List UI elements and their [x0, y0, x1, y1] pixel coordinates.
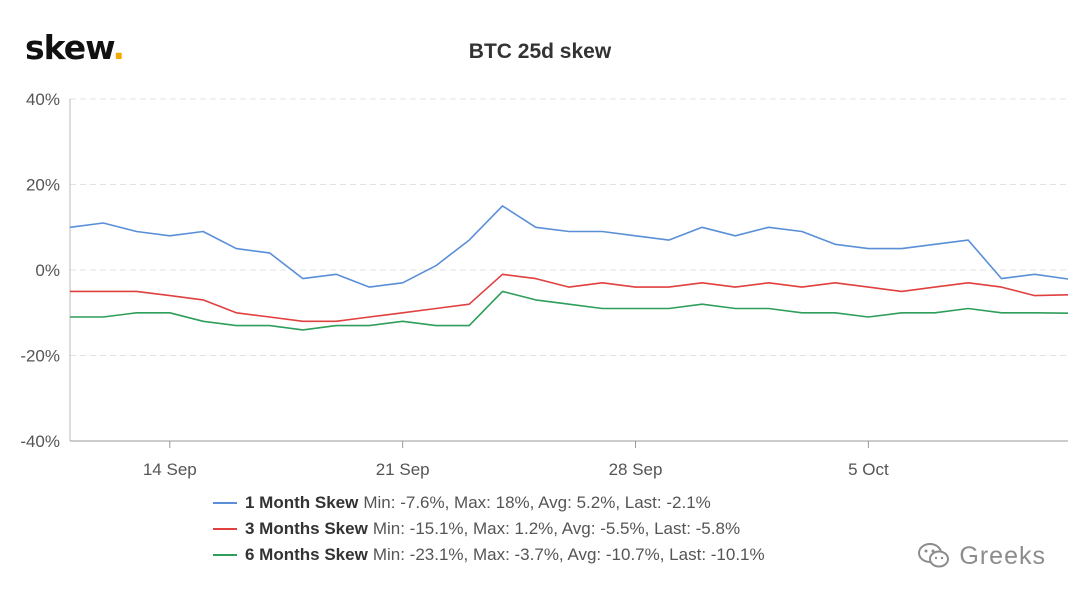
skew-logo: skew. — [25, 28, 125, 67]
y-tick-label: 40% — [26, 90, 60, 109]
y-tick-label: 20% — [26, 176, 60, 195]
watermark-text: Greeks — [959, 541, 1046, 570]
series-line-6-months-skew — [70, 290, 1069, 331]
chart-plot: 40% 20% 0% -20% -40% 14 Sep 21 Sep 28 Sep 5 Oct — [20, 90, 1069, 479]
x-tick-label: 21 Sep — [376, 460, 430, 479]
legend-swatch — [213, 528, 237, 530]
y-tick-label: -40% — [20, 432, 60, 451]
legend-series-stats: Min: -23.1%, Max: -3.7%, Avg: -10.7%, La… — [372, 545, 765, 564]
y-tick-label: 0% — [35, 261, 60, 280]
legend-series-stats: Min: -7.6%, Max: 18%, Avg: 5.2%, Last: -… — [363, 493, 711, 512]
brand-dot: . — [112, 28, 125, 67]
legend: 1 Month Skew Min: -7.6%, Max: 18%, Avg: 5… — [213, 490, 765, 568]
y-tick-label: -20% — [20, 347, 60, 366]
wechat-icon — [918, 543, 950, 568]
watermark: Greeks — [917, 541, 1046, 571]
legend-item[interactable]: 3 Months Skew Min: -15.1%, Max: 1.2%, Avg… — [213, 516, 765, 542]
legend-item[interactable]: 6 Months Skew Min: -23.1%, Max: -3.7%, Av… — [213, 542, 765, 568]
chart-title: BTC 25d skew — [468, 40, 612, 63]
series-line-3-months-skew — [70, 273, 1069, 323]
x-tick-label: 28 Sep — [609, 460, 663, 479]
brand-name: skew — [25, 28, 113, 67]
legend-series-name: 6 Months Skew — [245, 545, 368, 564]
x-tick-label: 5 Oct — [848, 460, 889, 479]
legend-series-stats: Min: -15.1%, Max: 1.2%, Avg: -5.5%, Last… — [372, 519, 741, 538]
legend-series-name: 1 Month Skew — [245, 493, 359, 512]
legend-series-name: 3 Months Skew — [245, 519, 368, 538]
series-line-1-month-skew — [69, 205, 1069, 288]
legend-item[interactable]: 1 Month Skew Min: -7.6%, Max: 18%, Avg: 5… — [213, 490, 765, 516]
legend-swatch — [213, 502, 237, 504]
x-tick-label: 14 Sep — [143, 460, 197, 479]
legend-swatch — [213, 554, 237, 556]
